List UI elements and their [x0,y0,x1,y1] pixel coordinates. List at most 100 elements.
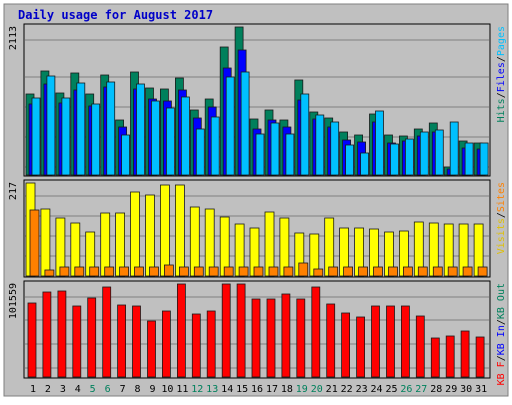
bar-sites [104,266,115,277]
bar-kb-f [430,337,440,378]
bar-kb-f [475,336,485,378]
bar-sites [163,264,174,277]
bar-sites [268,266,279,277]
bar-pages [390,143,399,176]
bar-sites [44,269,55,277]
legend-entry: KB Out [496,283,507,319]
legend-entry: / [496,92,507,98]
bar-pages [76,82,86,176]
bar-pages [195,128,205,176]
bar-pages [46,75,56,176]
x-tick-label: 31 [475,384,487,395]
bar-kb-f [206,310,216,378]
bar-sites [417,266,428,277]
legend-entry: Hits [496,98,507,122]
bar-kb-f [445,335,455,378]
max-value-label: 217 [8,182,19,200]
bar-visits [145,194,155,277]
bar-sites [223,266,234,277]
bar-kb-f [117,304,126,378]
bar-kb-f [311,286,321,378]
bar-kb-f [27,302,37,378]
legend-entry: Visits [496,218,507,254]
bar-sites [358,266,369,277]
legend-entry: KB F [496,361,507,385]
bar-sites [313,268,324,277]
bar-pages [449,121,459,176]
legend-entry: / [496,319,507,325]
bar-sites [134,266,144,277]
x-tick-label: 21 [326,384,338,395]
bar-pages [225,76,235,176]
max-value-label: 101559 [8,283,19,319]
x-tick-label: 9 [149,384,155,395]
x-tick-label: 14 [221,384,233,395]
x-tick-label: 17 [266,384,278,395]
chart-title: Daily usage for August 2017 [18,8,213,22]
legend-entry: Files [496,62,507,92]
bar-pages [210,116,220,176]
x-tick-label: 2 [45,384,51,395]
bar-pages [270,122,280,176]
bar-sites [328,266,339,277]
x-tick-label: 15 [236,384,248,395]
bar-kb-f [191,313,201,378]
bar-pages [434,129,444,176]
x-tick-label: 26 [400,384,412,395]
bar-pages [285,133,295,176]
x-tick-label: 3 [60,384,66,395]
bar-pages [464,142,474,176]
bar-pages [61,97,71,176]
bar-kb-f [460,330,470,378]
bar-kb-f [371,305,380,378]
bar-visits [159,184,170,277]
bar-kb-f [102,286,112,378]
x-tick-label: 5 [90,384,96,395]
bar-sites [119,266,129,277]
bar-pages [136,83,145,176]
bar-kb-f [87,297,97,378]
bar-kb-f [281,293,291,378]
bar-kb-f [296,298,306,378]
bar-visits [264,211,275,277]
x-tick-label: 16 [251,384,263,395]
x-tick-label: 28 [430,384,442,395]
bar-visits [204,208,215,277]
bar-visits [40,208,51,277]
bar-kb-f [147,320,156,378]
bar-pages [106,81,116,176]
bar-kb-f [236,283,246,378]
bar-pages [255,133,265,176]
bar-pages [315,114,325,176]
bar-pages [121,134,130,176]
bar-visits [100,212,111,277]
bar-kb-f [341,312,351,378]
bar-sites [402,266,413,277]
x-tick-label: 19 [296,384,308,395]
bar-visits [130,191,140,277]
bar-kb-f [161,310,171,378]
bar-sites [208,266,219,277]
bar-sites [238,266,249,277]
bar-pages [240,71,250,176]
legend-entry: / [496,56,507,62]
x-tick-label: 13 [206,384,218,395]
legend-entry: / [496,355,507,361]
x-tick-label: 27 [415,384,427,395]
x-tick-label: 22 [341,384,353,395]
x-tick-label: 11 [176,384,188,395]
series-legend: KB F/KB In/KB Out [496,283,507,385]
bar-kb-f [400,305,410,378]
bar-sites [59,266,70,277]
x-tick-label: 29 [445,384,457,395]
x-tick-label: 6 [105,384,111,395]
bar-pages [330,121,340,176]
series-legend: Hits/Files/Pages [496,26,507,122]
x-tick-label: 23 [356,384,368,395]
bar-kb-f [251,298,261,378]
bar-visits [115,212,125,277]
panels: 2113Hits/Files/Pages217Visits/Sites10155… [8,23,507,385]
bar-pages [165,107,175,176]
